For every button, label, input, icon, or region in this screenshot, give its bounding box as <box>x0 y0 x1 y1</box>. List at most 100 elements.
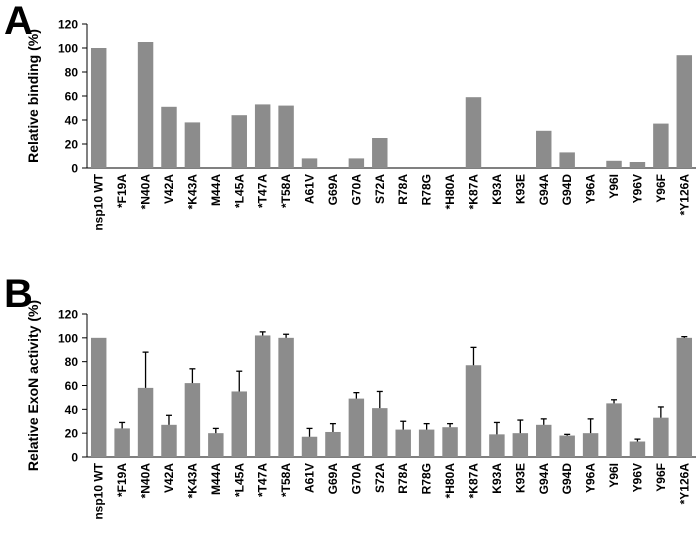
y-tick-label: 100 <box>58 331 78 345</box>
x-tick-label: *K87A <box>466 174 480 210</box>
x-tick-label: *N40A <box>139 174 153 210</box>
bar <box>301 158 318 168</box>
y-tick-label: 60 <box>65 90 79 104</box>
x-tick-label: R78G <box>420 174 434 205</box>
x-tick-label: Y96I <box>607 174 621 199</box>
bar <box>348 158 365 168</box>
bar <box>536 130 552 168</box>
y-tick-label: 120 <box>58 308 78 322</box>
bar <box>465 365 482 457</box>
x-tick-label: *L45A <box>232 463 246 497</box>
bar <box>254 104 271 168</box>
bar <box>536 424 552 457</box>
bar <box>137 42 154 168</box>
x-tick-label: G70A <box>349 463 363 495</box>
x-tick-label: *K87A <box>466 463 480 499</box>
bar <box>184 122 201 168</box>
bar <box>653 123 669 168</box>
x-tick-label: G94D <box>560 463 574 495</box>
x-tick-label: *H80A <box>443 174 457 210</box>
panel-letter: B <box>4 272 33 316</box>
y-tick-label: 40 <box>65 403 79 417</box>
x-tick-label: K93E <box>513 463 527 493</box>
y-axis-label: Relative binding (%) <box>25 29 41 163</box>
y-tick-label: 0 <box>71 451 78 465</box>
bar <box>90 337 107 457</box>
bar <box>606 160 622 168</box>
bar <box>254 335 271 457</box>
x-tick-label: *F19A <box>115 463 129 497</box>
bar <box>372 408 388 457</box>
bar <box>372 138 388 168</box>
y-tick-label: 20 <box>65 427 79 441</box>
bar <box>231 391 247 457</box>
x-tick-label: S72A <box>373 174 387 204</box>
x-tick-label: K93A <box>490 463 504 494</box>
y-tick-label: 20 <box>65 138 79 152</box>
x-tick-label: K93E <box>513 174 527 204</box>
x-tick-label: V42A <box>162 174 176 204</box>
x-tick-label: G94A <box>537 174 551 206</box>
y-tick-label: 80 <box>65 66 79 80</box>
bar <box>395 429 411 457</box>
y-axis-label: Relative ExoN activity (%) <box>25 300 41 471</box>
x-tick-label: G69A <box>326 463 340 495</box>
x-tick-label: *T58A <box>279 463 293 497</box>
x-tick-label: *T47A <box>256 463 270 497</box>
x-tick-label: Y96I <box>607 463 621 488</box>
bar <box>231 115 247 168</box>
bar <box>629 441 646 457</box>
bar <box>442 427 458 457</box>
y-tick-label: 0 <box>71 162 78 176</box>
x-tick-label: nsp10 WT <box>92 462 106 519</box>
bar <box>137 387 154 457</box>
x-tick-label: *T58A <box>279 174 293 208</box>
bar <box>161 424 177 457</box>
bar <box>208 433 224 457</box>
x-tick-label: *K43A <box>185 463 199 499</box>
bar <box>559 435 575 457</box>
bar <box>653 417 669 457</box>
x-tick-label: *K43A <box>185 174 199 210</box>
x-tick-label: G69A <box>326 174 340 206</box>
bar <box>489 434 505 457</box>
x-tick-label: K93A <box>490 174 504 205</box>
x-tick-label: A61V <box>303 174 317 204</box>
bar <box>301 436 318 457</box>
panel-letter: A <box>4 0 33 43</box>
bar <box>348 398 365 457</box>
x-tick-label: R78G <box>420 463 434 494</box>
bar <box>418 429 435 457</box>
bar <box>606 403 622 457</box>
y-tick-label: 40 <box>65 114 79 128</box>
x-tick-label: *H80A <box>443 463 457 499</box>
bar <box>325 431 341 457</box>
bar <box>465 97 482 168</box>
y-tick-label: 120 <box>58 18 78 32</box>
y-tick-label: 80 <box>65 355 79 369</box>
x-tick-label: Y96F <box>654 174 668 203</box>
y-tick-label: 60 <box>65 379 79 393</box>
bar <box>90 48 107 168</box>
x-tick-label: *F19A <box>115 174 129 208</box>
x-tick-label: nsp10 WT <box>92 173 106 230</box>
x-tick-label: G94A <box>537 463 551 495</box>
x-tick-label: M44A <box>209 174 223 206</box>
x-tick-label: G70A <box>349 174 363 206</box>
bar <box>582 433 599 457</box>
bar <box>629 162 646 168</box>
bar <box>278 337 294 457</box>
x-tick-label: *T47A <box>256 174 270 208</box>
bar <box>278 105 294 168</box>
bar <box>512 433 529 457</box>
bar <box>184 383 201 457</box>
bar <box>114 428 130 457</box>
x-tick-label: Y96A <box>584 463 598 493</box>
x-tick-label: G94D <box>560 174 574 206</box>
x-tick-label: S72A <box>373 463 387 493</box>
x-tick-label: Y96A <box>584 174 598 204</box>
x-tick-label: V42A <box>162 463 176 493</box>
